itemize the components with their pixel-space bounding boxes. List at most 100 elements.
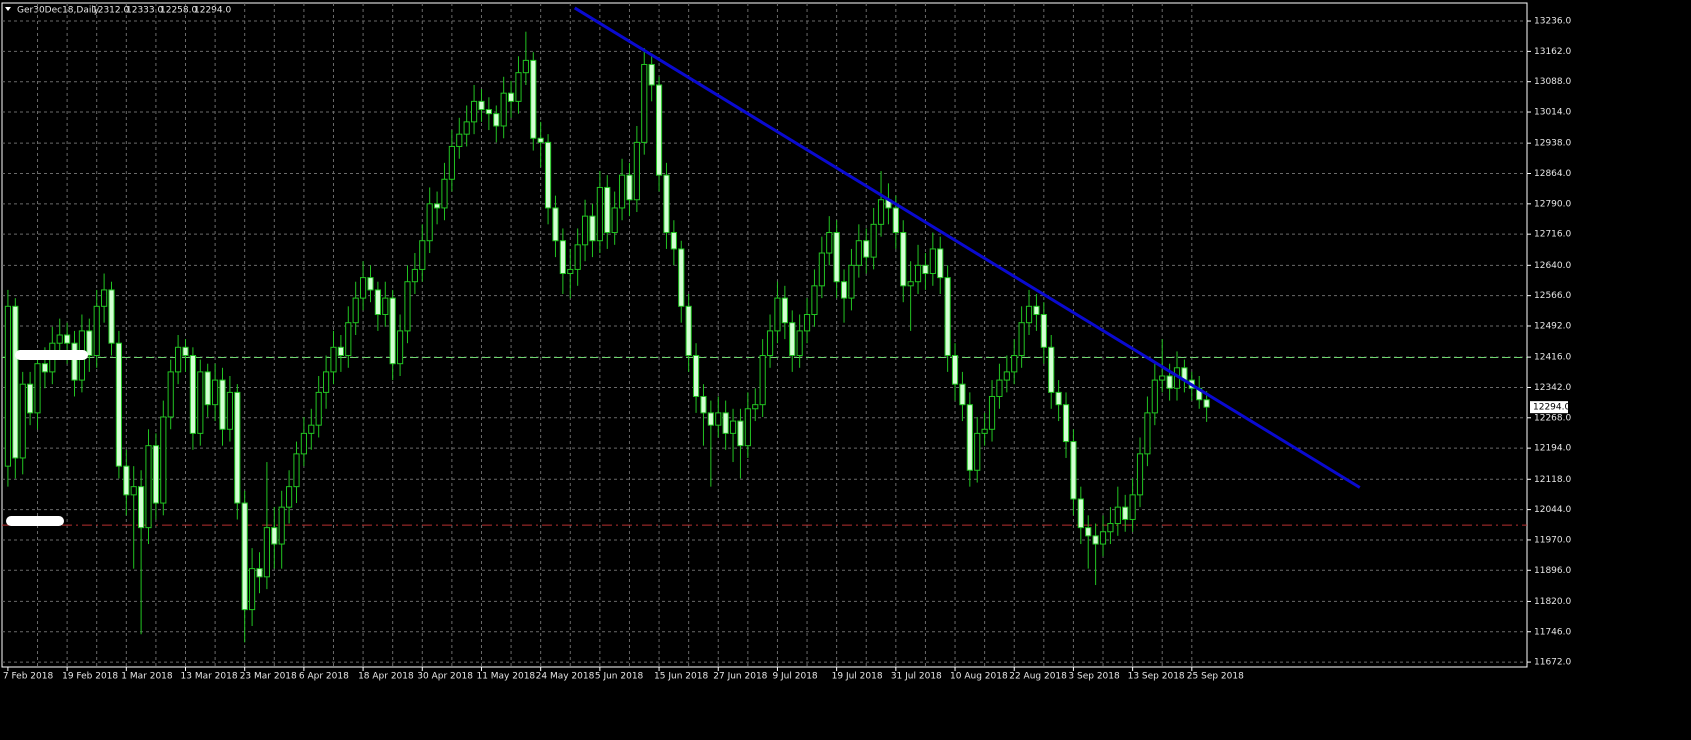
candle-body <box>1025 305 1033 324</box>
candle-body <box>71 342 78 381</box>
candle-body <box>300 432 307 455</box>
candle-body <box>574 244 581 270</box>
candle-body <box>485 109 492 115</box>
candle-body <box>286 486 293 508</box>
candle-body <box>212 379 219 406</box>
candle-body <box>729 420 737 434</box>
candle-body <box>448 145 455 180</box>
candle-body <box>848 264 855 299</box>
candle-body <box>722 412 729 434</box>
candle-body <box>56 334 63 344</box>
candle-body <box>145 445 152 529</box>
candle-body <box>456 133 463 147</box>
candle-body <box>863 240 870 258</box>
candle-body <box>19 383 26 459</box>
candle-body <box>737 420 744 447</box>
candle-body <box>34 363 41 414</box>
x-tick-label: 10 Aug 2018 <box>950 672 1008 682</box>
x-tick-label: 30 Apr 2018 <box>417 672 473 682</box>
candle-body <box>359 277 367 299</box>
candle-body <box>1129 494 1136 520</box>
candle-body <box>618 174 626 209</box>
candle-body <box>988 395 996 430</box>
x-tick-label: 13 Sep 2018 <box>1128 672 1185 682</box>
y-tick-label: 13088.0 <box>1534 77 1571 87</box>
candle-body <box>951 354 959 385</box>
candle-body <box>1166 375 1173 389</box>
candle-body <box>1099 531 1107 545</box>
candle-body <box>803 314 811 332</box>
candle-body <box>544 141 552 209</box>
candle-body <box>766 330 774 356</box>
y-tick-label: 12342.0 <box>1534 383 1571 393</box>
y-tick-label: 12716.0 <box>1534 230 1571 240</box>
candle-body <box>855 240 862 266</box>
x-tick-label: 9 Jul 2018 <box>772 672 817 682</box>
candle-body <box>419 240 426 270</box>
header-value: 12258.0 <box>160 6 197 16</box>
candle-body <box>93 305 100 356</box>
candle-body <box>796 330 803 356</box>
candle-body <box>581 215 589 246</box>
y-tick-label: 12790.0 <box>1534 199 1571 209</box>
y-tick-label: 12938.0 <box>1534 139 1571 149</box>
candle-body <box>833 232 840 283</box>
candle-body <box>263 527 270 578</box>
candle-body <box>256 568 263 578</box>
current-price-label: 12294.0 <box>1533 403 1570 413</box>
candle-body <box>1203 399 1210 408</box>
candle-body <box>663 174 670 234</box>
candle-body <box>478 100 485 111</box>
x-tick-label: 22 Aug 2018 <box>1009 672 1067 682</box>
candle-body <box>1136 453 1144 496</box>
candle-body <box>352 297 359 324</box>
candle-body <box>293 453 300 488</box>
x-tick-label: 27 Jun 2018 <box>713 672 767 682</box>
candle-body <box>271 527 278 545</box>
header-value: 12294.0 <box>194 6 231 16</box>
x-tick-label: 3 Sep 2018 <box>1068 672 1120 682</box>
candle-body <box>929 248 936 275</box>
candle-body <box>552 207 559 242</box>
y-tick-label: 12566.0 <box>1534 291 1571 301</box>
candle-body <box>811 285 818 316</box>
candle-body <box>1107 523 1114 533</box>
candle-body <box>86 330 93 356</box>
current-price-box <box>1530 401 1568 414</box>
candle-body <box>774 297 781 332</box>
candle-body <box>115 342 122 467</box>
candle-body <box>914 264 922 283</box>
candle-body <box>981 428 988 434</box>
y-tick-label: 13236.0 <box>1534 17 1571 27</box>
y-tick-label: 12044.0 <box>1534 505 1571 515</box>
candle-body <box>907 281 914 287</box>
candle-body <box>204 371 211 406</box>
candle-body <box>692 354 700 397</box>
candle-body <box>160 416 167 504</box>
candle-body <box>626 174 633 201</box>
collapse-arrow[interactable] <box>5 7 11 11</box>
candle-body <box>900 232 907 287</box>
candle-body <box>308 424 315 434</box>
candle-body <box>389 297 396 365</box>
candle-body <box>559 240 566 275</box>
candle-body <box>604 186 611 234</box>
y-tick-label: 12416.0 <box>1534 353 1571 363</box>
x-tick-label: 19 Feb 2018 <box>62 672 118 682</box>
candle-body <box>249 568 256 611</box>
candle-body <box>12 305 19 459</box>
y-tick-label: 13162.0 <box>1534 47 1571 57</box>
header-value: 12312.0 <box>92 6 129 16</box>
trend-line <box>573 6 1361 489</box>
candle-body <box>226 391 233 430</box>
candle-body <box>337 346 344 356</box>
y-tick-label: 12640.0 <box>1534 261 1571 271</box>
x-tick-label: 5 Jun 2018 <box>595 672 644 682</box>
candle-body <box>27 383 34 414</box>
candle-body <box>197 371 204 434</box>
candle-body <box>426 203 433 242</box>
candle-body <box>641 63 648 143</box>
